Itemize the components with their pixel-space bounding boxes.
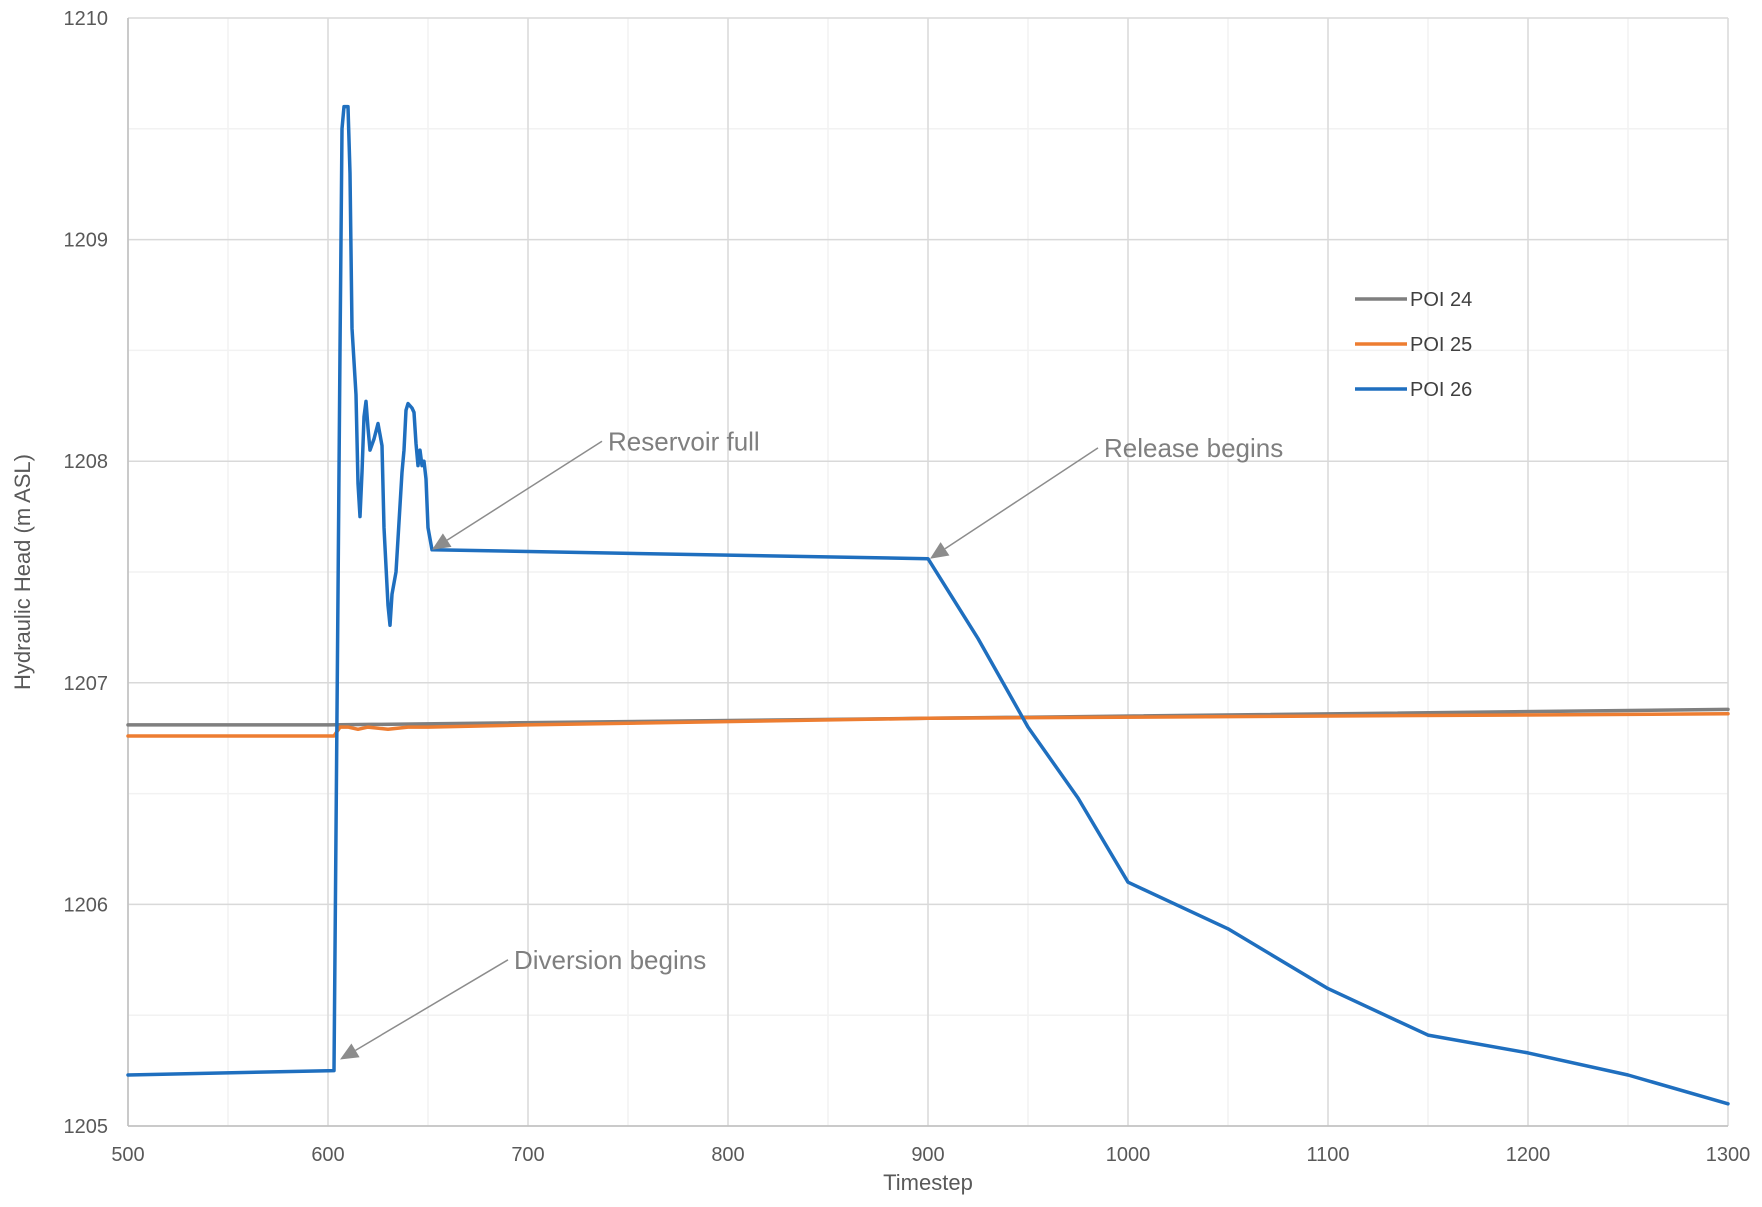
y-axis-title: Hydraulic Head (m ASL) [10, 454, 35, 690]
y-tick-label: 1206 [64, 894, 109, 916]
x-tick-label: 1200 [1506, 1144, 1551, 1166]
axes: 500 600 700 800 900 1000 1100 1200 1300 1205 1206 1… [64, 8, 1751, 1166]
legend-label-poi-26: POI 26 [1410, 379, 1472, 401]
annotation-release-begins-arrow-line [944, 447, 1099, 550]
x-tick-label: 1100 [1306, 1144, 1349, 1166]
x-tick-label: 600 [311, 1144, 344, 1166]
x-tick-label: 700 [511, 1144, 544, 1166]
y-tick-label: 1207 [64, 673, 109, 695]
gridlines [127, 17, 1729, 1127]
annotation-reservoir-full-label: Reservoir full [608, 426, 760, 456]
annotation-reservoir-full-arrow-head [432, 533, 452, 550]
annotation-diversion-begins-arrow-head [340, 1043, 360, 1060]
y-tick-label: 1209 [64, 230, 109, 252]
annotation-diversion-begins-label: Diversion begins [514, 945, 706, 975]
x-tick-label: 900 [911, 1144, 944, 1166]
y-tick-label: 1210 [64, 8, 109, 30]
legend-label-poi-25: POI 25 [1410, 334, 1472, 356]
y-tick-label: 1205 [64, 1116, 109, 1138]
annotation-diversion-begins-arrow-line [355, 959, 509, 1051]
y-tick-label: 1208 [64, 451, 109, 473]
annotation-release-begins-label: Release begins [1104, 433, 1283, 463]
x-tick-label: 500 [111, 1144, 144, 1166]
series-lines [126, 104, 1730, 1106]
legend-label-poi-24: POI 24 [1410, 289, 1472, 311]
legend: POI 24 POI 25 POI 26 [1355, 289, 1472, 401]
x-axis-title: Timestep [883, 1170, 973, 1195]
annotation-reservoir-full-arrow-line [446, 440, 603, 541]
annotations: Reservoir full Release begins Diversion be… [340, 426, 1283, 1060]
x-tick-label: 800 [711, 1144, 744, 1166]
x-tick-label: 1300 [1706, 1144, 1751, 1166]
series-line-poi-26 [126, 104, 1730, 1106]
x-tick-label: 1000 [1106, 1144, 1151, 1166]
series-line-poi-25 [126, 712, 1730, 738]
annotation-release-begins-arrow-head [930, 542, 950, 559]
